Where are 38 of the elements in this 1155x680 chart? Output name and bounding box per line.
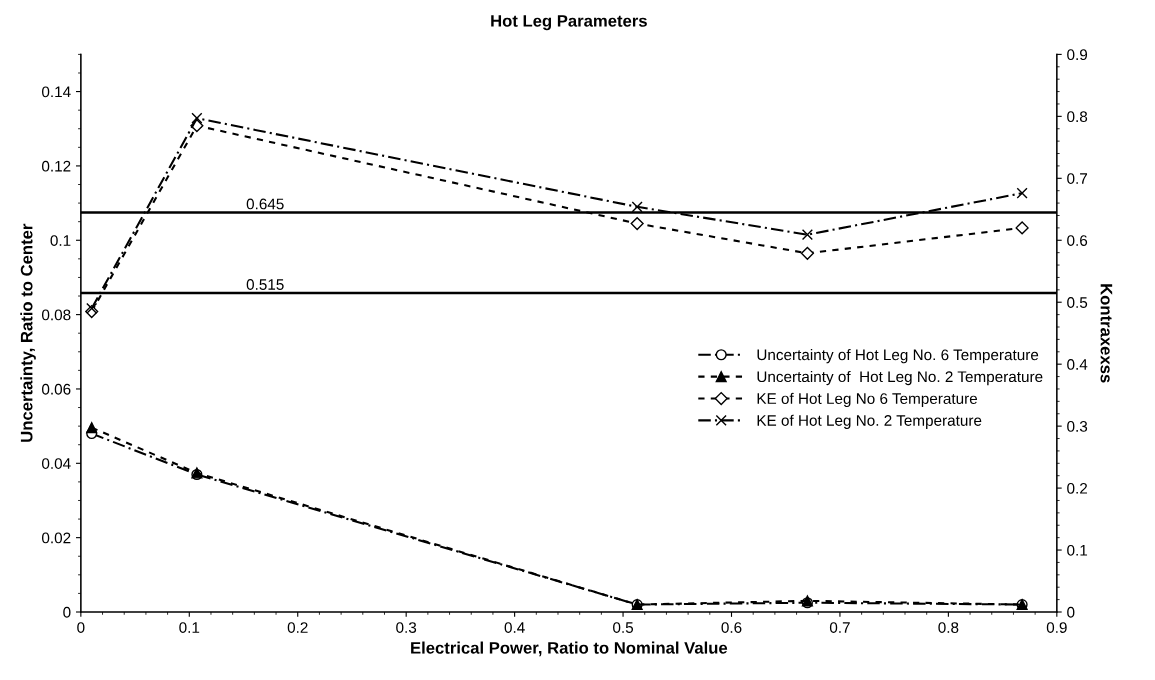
x-tick-label: 0.3 — [396, 622, 417, 633]
x-tick-label: 0 — [77, 622, 85, 633]
y-tick-label: 0.14 — [41, 86, 71, 98]
x-tick-label: 0.5 — [613, 622, 634, 633]
y2-tick-label: 0.4 — [1067, 359, 1088, 370]
y2-tick-label: 0.5 — [1067, 297, 1088, 308]
y-axis-title: Uncertainty, Ratio to Center — [20, 223, 36, 442]
x-tick-label: 0.2 — [287, 622, 308, 633]
y2-axis-title: Kontraxexss — [1100, 284, 1113, 383]
ref-line-label: 0.645 — [246, 198, 284, 210]
x-tick-label: 0.1 — [179, 622, 200, 633]
y-tick-label: 0.08 — [41, 309, 71, 321]
y-tick-label: 0.1 — [50, 235, 71, 246]
y2-tick-label: 0.7 — [1067, 173, 1088, 184]
ref-line-label: 0.515 — [246, 279, 284, 290]
chart-title: Hot Leg Parameters — [491, 15, 647, 31]
legend-label: Uncertainty of Hot Leg No. 6 Temperature — [757, 349, 1039, 364]
y-tick-label: 0.12 — [41, 160, 71, 172]
y2-tick-label: 0 — [1067, 606, 1075, 618]
y-tick-label: 0.02 — [41, 532, 71, 544]
y2-tick-label: 0.8 — [1067, 111, 1088, 123]
y2-tick-label: 0.3 — [1067, 421, 1088, 432]
legend-label: Uncertainty of Hot Leg No. 2 Temperature — [757, 370, 1043, 386]
x-tick-label: 0.8 — [938, 622, 959, 633]
x-tick-label: 0.9 — [1046, 622, 1067, 633]
y2-tick-label: 0.1 — [1067, 544, 1088, 556]
y2-tick-label: 0.6 — [1067, 235, 1088, 246]
y-tick-label: 0.06 — [41, 383, 71, 395]
y-tick-label: 0.04 — [41, 458, 71, 469]
legend-label: KE of Hot Leg No 6 Temperature — [757, 392, 978, 408]
y2-tick-label: 0.9 — [1067, 49, 1088, 61]
y-tick-label: 0 — [63, 606, 71, 618]
x-tick-label: 0.7 — [829, 622, 850, 633]
x-tick-label: 0.4 — [504, 622, 525, 633]
x-tick-label: 0.6 — [721, 622, 742, 633]
x-axis-title: Electrical Power, Ratio to Nominal Value — [411, 641, 728, 657]
legend-label: KE of Hot Leg No. 2 Temperature — [757, 414, 982, 429]
y2-tick-label: 0.2 — [1067, 482, 1088, 494]
